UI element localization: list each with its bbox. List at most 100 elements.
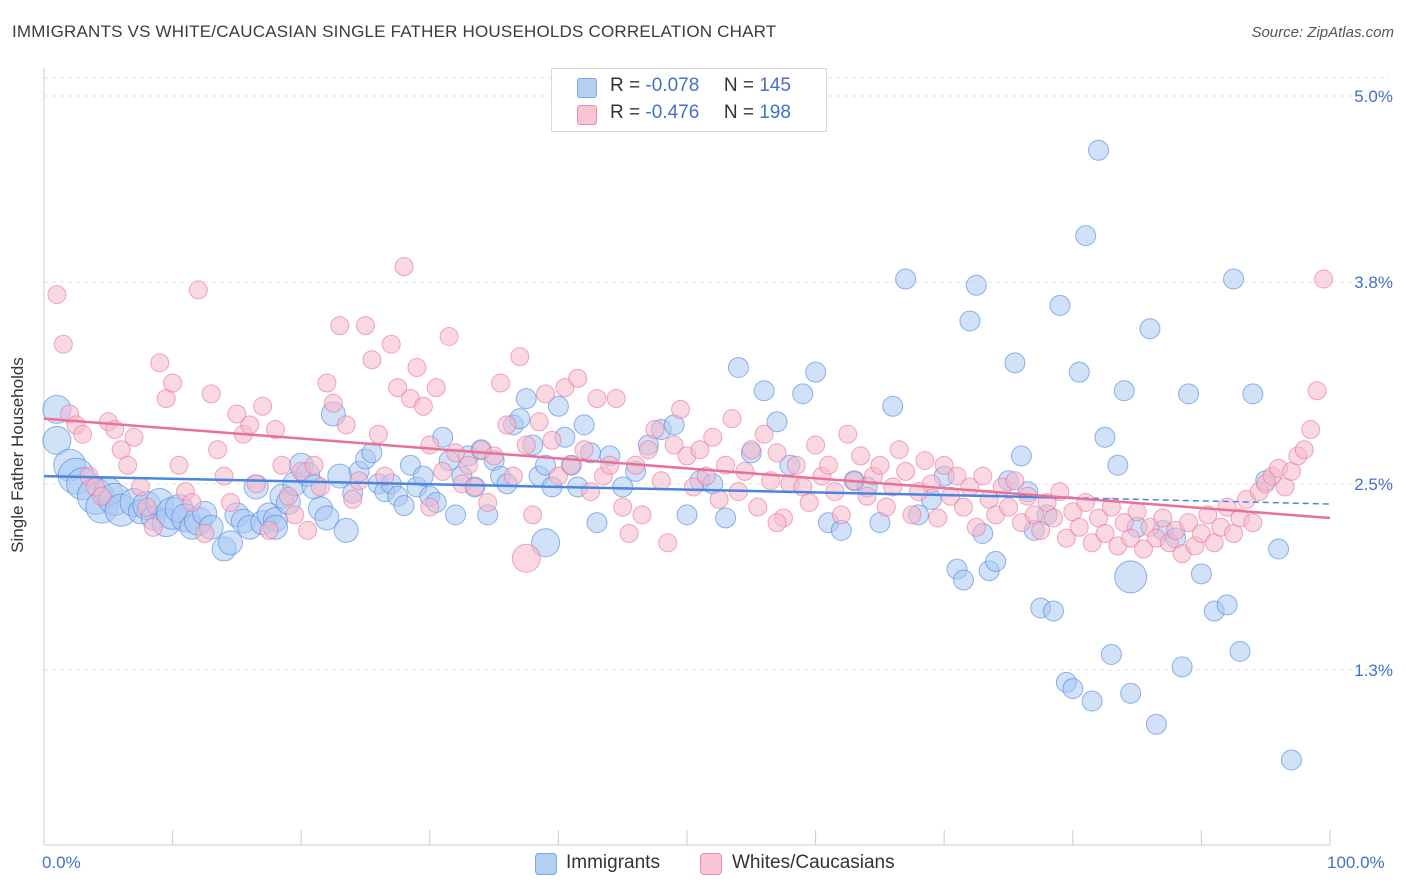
point-whites-157 [1056,528,1076,548]
point-immigrants-51 [393,495,415,517]
point-whites-58 [420,435,440,455]
point-immigrants-59 [445,504,467,526]
legend-label-immigrants: Immigrants [566,852,660,873]
point-immigrants-132 [1100,643,1122,665]
point-whites-103 [709,489,729,509]
legend-swatch-whites [577,105,597,125]
point-immigrants-152 [1114,560,1148,594]
point-whites-135 [915,451,935,471]
point-whites-87 [606,389,626,409]
grid-lines [44,77,1390,671]
point-whites-130 [883,477,903,497]
point-whites-195 [1301,420,1321,440]
legend-swatch-immigrants [577,78,597,98]
point-whites-44 [330,316,350,336]
trend-line-immigrants [43,474,1073,500]
point-whites-88 [613,497,633,517]
point-whites-12 [124,427,144,447]
point-immigrants-75 [547,395,569,417]
point-immigrants-147 [1229,640,1251,662]
point-immigrants-150 [1268,538,1290,560]
series-legend: Immigrants Whites/Caucasians [0,852,1406,878]
point-whites-122 [831,505,851,525]
point-whites-81 [568,368,588,388]
point-immigrants-54 [412,465,434,487]
point-whites-42 [317,373,337,393]
point-whites-89 [619,523,639,543]
point-whites-27 [220,492,240,512]
point-whites-148 [999,497,1018,517]
point-immigrants-46 [361,442,383,464]
point-whites-168 [1127,502,1147,522]
point-whites-153 [1031,520,1051,540]
point-whites-125 [851,446,871,466]
point-whites-4 [73,424,93,444]
point-immigrants-134 [1113,380,1135,402]
point-whites-51 [375,466,395,486]
point-whites-77 [542,430,562,450]
point-whites-143 [966,517,986,537]
point-whites-22 [188,280,208,300]
point-whites-169 [1134,539,1154,559]
point-whites-137 [928,508,948,528]
y-tick-labels: 1.3% 2.5% 3.8% 5.0% [1354,87,1393,680]
point-whites-105 [722,409,742,429]
point-whites-13 [130,477,150,497]
point-immigrants-110 [952,569,974,591]
point-whites-95 [658,533,678,553]
legend-row-immigrants: R = -0.078 N = 145 [610,75,791,97]
n-label: N = [723,102,754,123]
point-immigrants-70 [515,388,537,410]
point-whites-131 [889,440,909,460]
point-whites-133 [902,505,922,525]
point-whites-59 [426,378,446,398]
point-whites-71 [503,466,523,486]
correlation-legend: R = -0.078 N = 145 R = -0.476 N = 198 [551,68,827,132]
legend-swatch-immigrants [535,853,557,875]
point-whites-28 [227,404,247,424]
point-whites-70 [497,415,517,435]
point-whites-18 [163,373,183,393]
point-whites-34 [265,420,285,440]
point-whites-46 [343,489,363,509]
point-whites-83 [581,482,601,502]
point-whites-129 [876,497,896,517]
point-whites-68 [484,446,504,466]
point-whites-109 [748,497,768,517]
point-whites-118 [806,435,826,455]
point-whites-33 [259,520,279,540]
point-immigrants-95 [766,411,788,433]
r-label: R = [610,102,641,123]
point-whites-47 [349,471,369,491]
point-whites-74 [523,505,543,525]
point-whites-96 [664,435,684,455]
point-whites-35 [272,455,292,475]
point-whites-39 [298,520,318,540]
point-whites-76 [536,384,556,404]
source-label: Source: ZipAtlas.com [1251,24,1394,41]
point-immigrants-127 [1068,361,1090,383]
point-immigrants-153 [531,528,561,558]
point-immigrants-133 [1107,454,1129,476]
point-whites-176 [1179,513,1199,533]
point-whites-86 [600,455,620,475]
point-whites-94 [651,471,671,491]
point-immigrants-118 [1010,445,1032,467]
point-immigrants-81 [586,512,608,534]
point-whites-161 [1082,533,1102,553]
point-immigrants-111 [959,310,981,332]
point-whites-120 [818,455,838,475]
point-immigrants-105 [895,268,917,290]
r-label: R = [610,75,641,96]
point-whites-140 [947,466,967,486]
point-immigrants-115 [985,550,1007,572]
point-immigrants-42 [333,517,359,543]
point-whites-72 [510,347,530,367]
point-immigrants-97 [792,383,814,405]
y-tick-label: 3.8% [1354,273,1393,292]
point-whites-25 [208,440,228,460]
point-immigrants-91 [715,507,737,529]
point-whites-62 [446,443,466,463]
point-immigrants-145 [1216,594,1238,616]
point-whites-198 [511,543,541,573]
